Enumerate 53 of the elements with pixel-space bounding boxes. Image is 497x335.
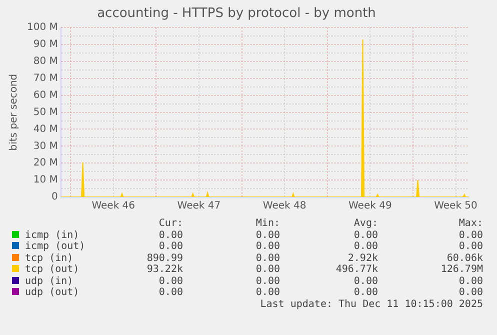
x-tick-label: Week 50 — [434, 200, 478, 212]
text: 0.00 — [254, 287, 280, 298]
text: Avg: — [352, 218, 378, 230]
legend-label: udp (in) — [24, 276, 74, 286]
text: 0.00 — [158, 276, 183, 287]
text: 0.00 — [254, 264, 280, 276]
text: Min: — [254, 218, 280, 230]
text: 890.99 — [146, 252, 183, 264]
text: 0.00 — [352, 230, 378, 241]
text: Last update: Thu Dec 11 10:15:00 2025 — [260, 299, 483, 310]
text: 0.00 — [158, 287, 183, 298]
text: 0.00 — [254, 252, 280, 264]
x-tick-label: Week 47 — [177, 200, 221, 212]
y-tick-label: 90 M — [33, 39, 58, 50]
y-tick-label: 40 M — [33, 124, 58, 135]
y-tick-label: 30 M — [33, 140, 58, 152]
text: 0.00 — [458, 230, 483, 241]
y-tick-label: 70 M — [33, 73, 58, 84]
y-tick-label: 50 M — [33, 106, 58, 118]
text: 0.00 — [158, 230, 183, 241]
legend-label: tcp (in) — [24, 252, 74, 264]
y-tick-label: 60 M — [33, 90, 58, 101]
chart-title: accounting - HTTPS by protocol - by month — [97, 6, 376, 22]
legend-label: icmp (in) — [24, 230, 80, 240]
x-tick-label: Week 49 — [348, 200, 392, 212]
text: Max: — [458, 218, 483, 230]
x-tick-label: Week 48 — [262, 200, 306, 212]
x-tick-label: Week 46 — [92, 200, 136, 212]
text: 0.00 — [458, 287, 483, 298]
text: 0.00 — [352, 241, 378, 252]
y-tick-label: 10 M — [33, 174, 58, 186]
text: 2.92k — [346, 252, 378, 264]
text: 0.00 — [254, 241, 280, 252]
text: 0.00 — [158, 241, 183, 252]
text: 0.00 — [254, 276, 280, 287]
y-tick-label: 0 — [52, 192, 58, 203]
text: 126.79M — [440, 264, 483, 276]
y-axis-title: bits per second — [8, 74, 20, 151]
text: 496.77k — [334, 264, 378, 276]
legend-label: tcp (out) — [24, 264, 80, 276]
text: 0.00 — [352, 276, 378, 287]
y-tick-label: 80 M — [33, 56, 58, 68]
text: Cur: — [158, 218, 183, 230]
text: 0.00 — [458, 241, 483, 252]
text: 60.06k — [446, 252, 483, 264]
text: 0.00 — [458, 276, 483, 287]
y-tick-label: 100 M — [26, 22, 58, 34]
legend-label: udp (out) — [24, 287, 80, 298]
y-tick-label: 20 M — [33, 158, 58, 169]
text: 93.22k — [146, 264, 183, 276]
text: 0.00 — [352, 287, 378, 298]
text: 0.00 — [254, 230, 280, 241]
legend-label: icmp (out) — [24, 241, 86, 252]
